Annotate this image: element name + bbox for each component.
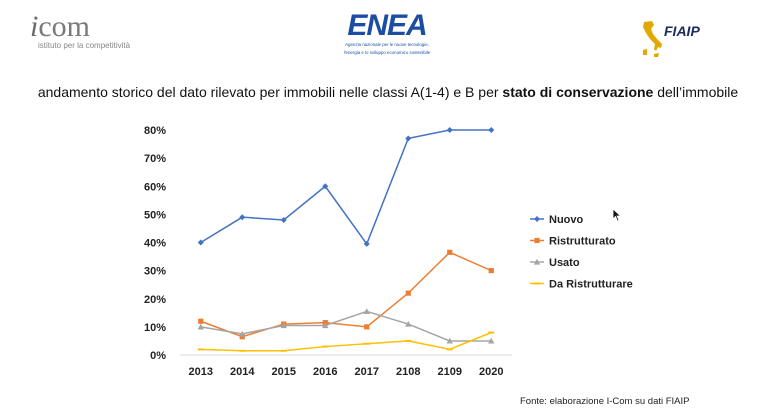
x-tick-label: 2017 [355,366,379,378]
mouse-cursor-icon [612,208,622,222]
enea-subtitle-2: l'energia e lo sviluppo economico sosten… [343,49,431,55]
legend-label-nuovo: Nuovo [549,214,584,226]
enea-logo: ENEA Agenzia nazionale per le nuove tecn… [334,9,440,64]
data-point-ristrutturato [364,324,370,330]
subtitle-post: dell’immobile [653,84,739,100]
y-tick-label: 50% [144,209,166,221]
legend-marker-ristrutturato [534,237,540,244]
data-point-da-ristrutturare [322,345,329,348]
series-lines [200,129,492,352]
y-tick-label: 30% [144,266,166,278]
x-axis-labels: 2013 2014 2015 2016 2017 2108 2109 2020 [189,366,504,378]
data-point-da-ristrutturare [363,342,370,345]
data-point-da-ristrutturare [405,339,412,342]
x-tick-label: 2109 [438,366,462,378]
data-point-nuovo [322,183,329,190]
data-point-da-ristrutturare [446,348,453,351]
data-point-ristrutturato [447,249,453,255]
data-point-nuovo [405,135,412,142]
enea-wordmark: ENEA [347,9,427,42]
data-point-nuovo [239,214,246,221]
y-tick-label: 20% [144,294,166,306]
data-point-usato [488,337,495,344]
y-tick-label: 10% [144,322,166,334]
data-point-usato [363,308,370,315]
enea-subtitle-1: Agenzia nazionale per le nuove tecnologi… [345,42,429,47]
data-point-usato [239,330,246,337]
fiaip-wordmark: FIAIP [664,23,700,39]
icom-brand-text: com [38,10,90,43]
data-point-nuovo [488,127,495,133]
data-point-usato [280,322,287,329]
legend-label-ristrutturato: Ristrutturato [549,236,616,248]
data-point-nuovo [280,217,287,223]
data-point-ristrutturato [239,334,245,340]
fiaip-logo: FIAIP [640,20,730,60]
x-tick-label: 2013 [189,366,213,378]
legend-label-usato: Usato [549,257,580,269]
legend-marker-da-ristrutturare [534,282,540,285]
x-tick-label: 2016 [313,366,337,378]
y-tick-label: 80% [144,125,166,137]
subtitle-pre: andamento storico del dato rilevato per … [37,84,503,100]
y-tick-label: 0% [150,350,166,362]
series-line-usato [200,310,492,342]
icom-logo: icom istituto per la competitività [30,12,131,51]
header: icom istituto per la competitività ENEA … [0,0,776,75]
legend: Nuovo Ristrutturato Usato Da Ristrutturare [530,214,633,291]
legend-label-da-ristrutturare: Da Ristrutturare [549,279,633,291]
chart-subtitle: andamento storico del dato rilevato per … [0,84,776,100]
data-point-da-ristrutturare [197,348,204,351]
series-line-da-ristrutturare [200,331,492,352]
legend-marker-usato [533,258,541,265]
data-point-da-ristrutturare [280,349,287,352]
data-point-nuovo [197,239,204,246]
data-point-da-ristrutturare [488,331,495,334]
x-tick-label: 2020 [479,366,503,378]
data-point-ristrutturato [198,318,204,324]
series-markers [197,127,495,352]
data-point-nuovo [446,127,453,133]
icom-tagline: istituto per la competitività [38,41,131,50]
data-point-usato [446,337,453,344]
y-tick-label: 70% [144,153,166,165]
data-point-usato [322,322,329,329]
icom-logo-mark: i [30,10,39,43]
x-tick-label: 2108 [396,366,420,378]
data-point-ristrutturato [405,290,411,296]
source-note: Fonte: elaborazione I-Com su dati FIAIP [520,396,690,407]
y-tick-label: 40% [144,238,166,250]
data-point-da-ristrutturare [239,349,246,352]
data-point-nuovo [363,240,370,247]
x-tick-label: 2014 [230,366,255,378]
italy-map-icon [643,21,662,57]
y-axis-labels: 0% 10% 20% 30% 40% 50% 60% 70% 80% [144,125,166,362]
data-point-usato [405,320,412,327]
x-tick-label: 2015 [272,366,296,378]
series-line-nuovo [200,129,492,246]
data-point-usato [197,323,204,330]
subtitle-bold: stato di conservazione [502,84,654,100]
y-tick-label: 60% [144,181,166,193]
data-point-ristrutturato [488,268,494,274]
legend-marker-nuovo [534,216,540,222]
series-line-ristrutturato [200,251,492,338]
